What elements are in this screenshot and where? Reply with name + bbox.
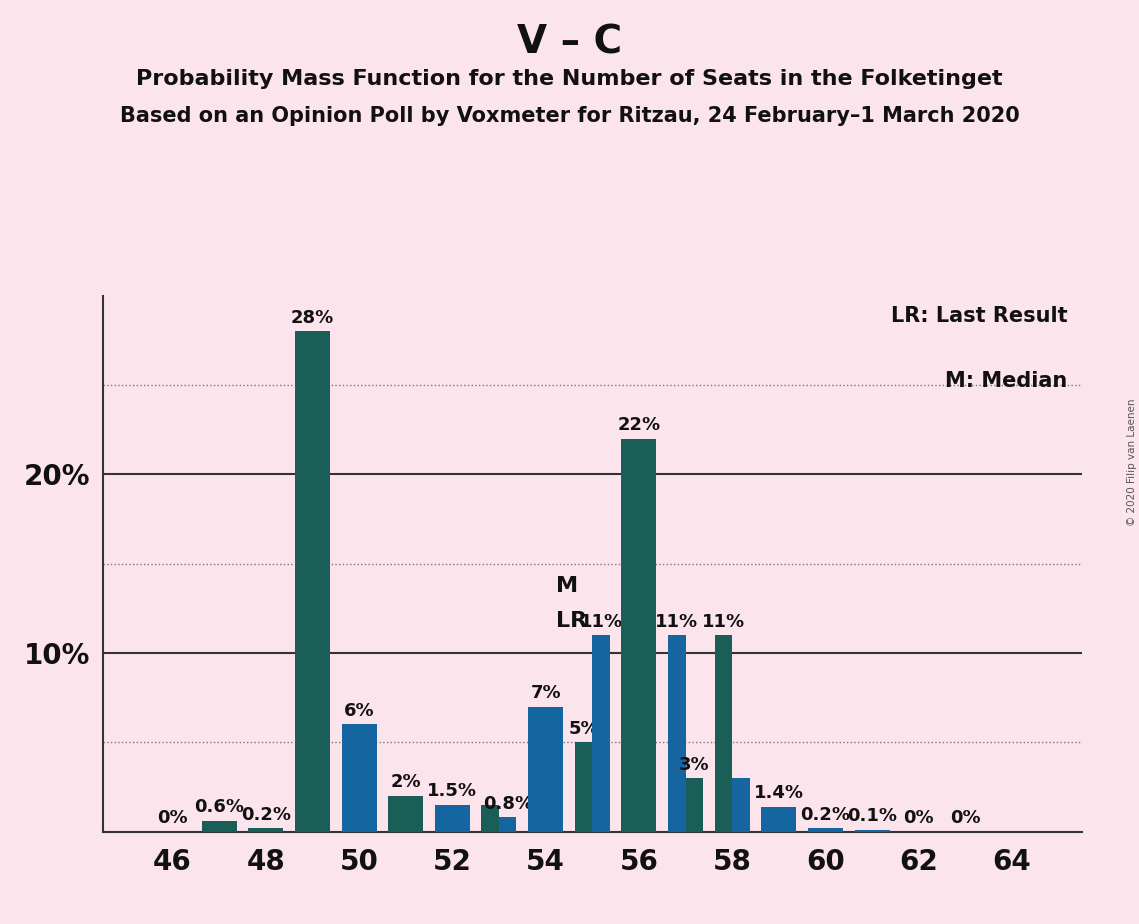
Bar (854, 830, 890, 832)
Text: Based on an Opinion Poll by Voxmeter for Ritzau, 24 February–1 March 2020: Based on an Opinion Poll by Voxmeter for… (120, 106, 1019, 127)
Bar (202, 821, 237, 832)
Bar (435, 805, 469, 832)
Bar (499, 818, 516, 832)
Text: 0.6%: 0.6% (194, 798, 244, 817)
Text: 0%: 0% (157, 809, 188, 827)
Bar (622, 439, 656, 832)
Text: 0.8%: 0.8% (483, 795, 533, 813)
Text: 1.4%: 1.4% (754, 784, 804, 802)
Text: 22%: 22% (617, 416, 661, 434)
Bar (528, 707, 563, 832)
Text: 0%: 0% (950, 809, 981, 827)
Text: 7%: 7% (531, 684, 560, 702)
Text: Probability Mass Function for the Number of Seats in the Folketinget: Probability Mass Function for the Number… (137, 69, 1002, 90)
Bar (248, 828, 284, 832)
Bar (342, 724, 377, 832)
Bar (295, 332, 330, 832)
Bar (669, 635, 686, 832)
Text: 0.1%: 0.1% (847, 808, 898, 825)
Text: 0.2%: 0.2% (240, 806, 290, 823)
Text: 11%: 11% (655, 613, 698, 630)
Bar (592, 635, 609, 832)
Text: 28%: 28% (290, 309, 334, 327)
Text: 5%: 5% (568, 720, 599, 737)
Bar (686, 778, 703, 832)
Text: 2%: 2% (391, 773, 421, 791)
Bar (482, 805, 499, 832)
Text: 1.5%: 1.5% (427, 783, 477, 800)
Bar (808, 828, 843, 832)
Text: 6%: 6% (344, 702, 375, 720)
Text: M: M (556, 576, 579, 596)
Text: V – C: V – C (517, 23, 622, 61)
Text: 3%: 3% (679, 756, 710, 773)
Bar (714, 635, 732, 832)
Text: LR: Last Result: LR: Last Result (891, 307, 1067, 326)
Text: 11%: 11% (702, 613, 745, 630)
Text: 0.2%: 0.2% (801, 806, 851, 823)
Bar (388, 796, 424, 832)
Bar (575, 742, 592, 832)
Bar (732, 778, 749, 832)
Text: LR: LR (557, 611, 588, 630)
Text: M: Median: M: Median (945, 371, 1067, 391)
Text: 0%: 0% (903, 809, 934, 827)
Text: 11%: 11% (580, 613, 623, 630)
Bar (761, 807, 796, 832)
Text: © 2020 Filip van Laenen: © 2020 Filip van Laenen (1126, 398, 1137, 526)
